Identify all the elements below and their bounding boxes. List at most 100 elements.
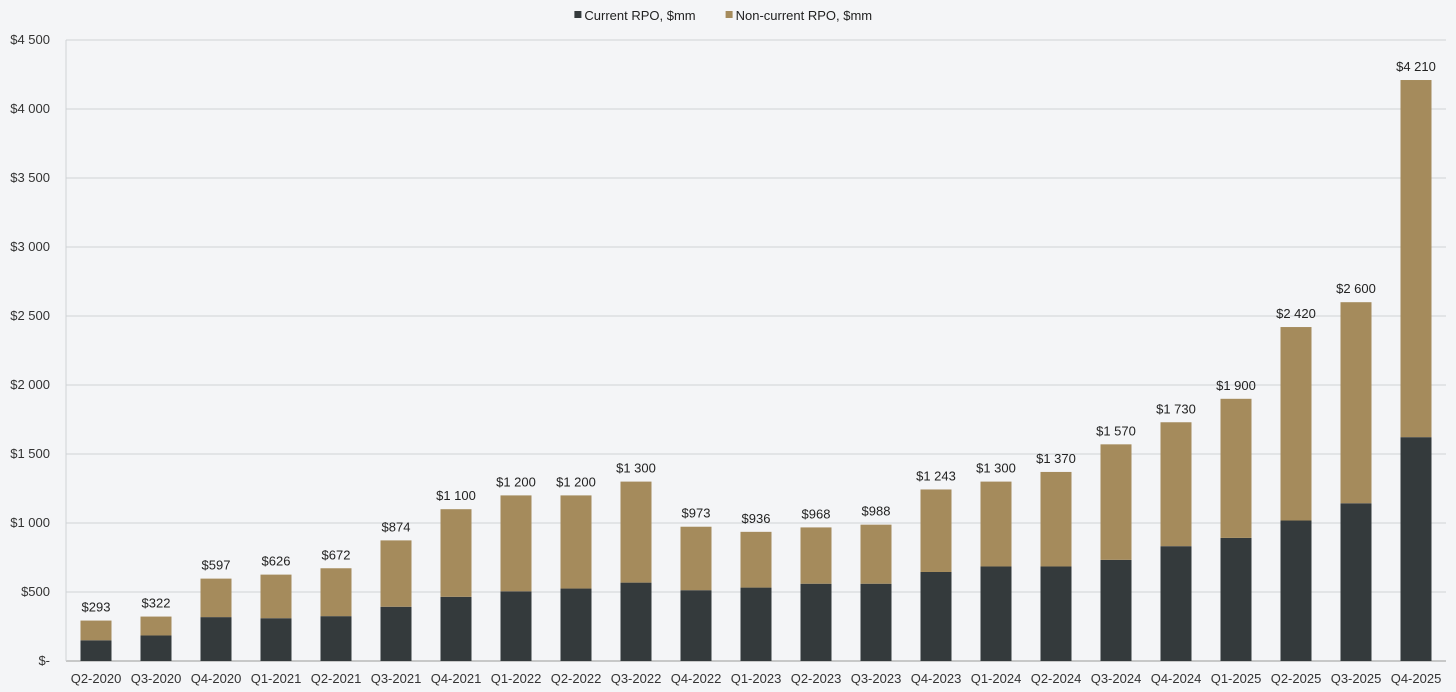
- y-tick-label: $3 500: [10, 170, 50, 185]
- x-tick-label: Q2-2023: [791, 671, 842, 686]
- bar-current-rpo: [1400, 437, 1432, 661]
- bar-noncurrent-rpo: [680, 526, 712, 591]
- y-axis: $- $500 $1 000 $1 500 $2 000 $2 500 $3 000 $3 5…: [10, 32, 50, 668]
- bar-noncurrent-rpo: [500, 495, 532, 592]
- x-tick-label: Q2-2024: [1031, 671, 1082, 686]
- x-tick-label: Q4-2022: [671, 671, 722, 686]
- legend-label-noncurrent: Non-current RPO, $mm: [736, 8, 873, 23]
- y-tick-label: $4 500: [10, 32, 50, 47]
- bar-current-rpo: [860, 583, 892, 661]
- bar-current-rpo: [620, 582, 652, 661]
- bar-current-rpo: [800, 583, 832, 661]
- gridlines: [65, 39, 1446, 662]
- bar-current-rpo: [560, 588, 592, 661]
- bar-current-rpo: [80, 640, 112, 661]
- x-tick-label: Q4-2023: [911, 671, 962, 686]
- bar-noncurrent-rpo: [200, 578, 232, 618]
- data-labels: $293 $322 $597 $626 $672 $874 $1 100 $1 200 $1 2…: [82, 59, 1436, 615]
- x-tick-label: Q4-2024: [1151, 671, 1202, 686]
- x-tick-label: Q4-2021: [431, 671, 482, 686]
- y-tick-label: $1 000: [10, 515, 50, 530]
- total-data-label: $4 210: [1396, 59, 1436, 74]
- bar-current-rpo: [740, 587, 772, 661]
- bar-noncurrent-rpo: [1100, 444, 1132, 560]
- total-data-label: $2 600: [1336, 281, 1376, 296]
- bar-noncurrent-rpo: [920, 489, 952, 572]
- x-tick-label: Q2-2020: [71, 671, 122, 686]
- bar-current-rpo: [680, 590, 712, 661]
- total-data-label: $322: [142, 596, 171, 611]
- y-tick-label: $500: [21, 584, 50, 599]
- y-tick-label: $-: [38, 653, 50, 668]
- bar-current-rpo: [320, 616, 352, 661]
- bar-noncurrent-rpo: [80, 620, 112, 641]
- x-tick-label: Q3-2024: [1091, 671, 1142, 686]
- bar-noncurrent-rpo: [560, 495, 592, 589]
- x-tick-label: Q3-2022: [611, 671, 662, 686]
- bar-noncurrent-rpo: [1280, 327, 1312, 521]
- y-tick-label: $2 500: [10, 308, 50, 323]
- bar-noncurrent-rpo: [800, 527, 832, 584]
- bar-current-rpo: [500, 591, 532, 661]
- bar-noncurrent-rpo: [860, 524, 892, 584]
- total-data-label: $597: [202, 558, 231, 573]
- bar-noncurrent-rpo: [1040, 471, 1072, 567]
- bar-current-rpo: [140, 635, 172, 661]
- legend-swatch-noncurrent: [725, 11, 733, 18]
- bar-noncurrent-rpo: [260, 574, 292, 619]
- legend-swatch-current: [574, 11, 582, 18]
- total-data-label: $1 243: [916, 468, 956, 483]
- bar-noncurrent-rpo: [740, 531, 772, 588]
- bar-noncurrent-rpo: [380, 540, 412, 607]
- x-tick-label: Q2-2025: [1271, 671, 1322, 686]
- y-tick-label: $1 500: [10, 446, 50, 461]
- total-data-label: $1 900: [1216, 378, 1256, 393]
- total-data-label: $936: [742, 511, 771, 526]
- bar-noncurrent-rpo: [1160, 422, 1192, 547]
- total-data-label: $1 200: [496, 474, 536, 489]
- total-data-label: $293: [82, 600, 111, 615]
- total-data-label: $988: [862, 504, 891, 519]
- bar-current-rpo: [1220, 537, 1252, 661]
- x-tick-label: Q1-2022: [491, 671, 542, 686]
- x-tick-label: Q3-2023: [851, 671, 902, 686]
- x-tick-label: Q1-2021: [251, 671, 302, 686]
- bar-noncurrent-rpo: [1220, 398, 1252, 538]
- total-data-label: $626: [262, 554, 291, 569]
- x-axis: Q2-2020 Q3-2020 Q4-2020 Q1-2021 Q2-2021 Q3-20…: [71, 671, 1442, 686]
- total-data-label: $1 570: [1096, 423, 1136, 438]
- total-data-label: $1 200: [556, 474, 596, 489]
- total-data-label: $672: [322, 547, 351, 562]
- bar-current-rpo: [1040, 566, 1072, 661]
- bar-current-rpo: [1160, 546, 1192, 661]
- bar-current-rpo: [920, 571, 952, 661]
- bar-current-rpo: [980, 566, 1012, 661]
- bar-noncurrent-rpo: [1340, 302, 1372, 504]
- x-tick-label: Q4-2025: [1391, 671, 1442, 686]
- x-tick-label: Q4-2020: [191, 671, 242, 686]
- bar-current-rpo: [1100, 559, 1132, 661]
- bar-noncurrent-rpo: [140, 616, 172, 636]
- x-tick-label: Q3-2025: [1331, 671, 1382, 686]
- bar-noncurrent-rpo: [440, 509, 472, 597]
- total-data-label: $874: [382, 519, 411, 534]
- total-data-label: $1 370: [1036, 451, 1076, 466]
- y-tick-label: $3 000: [10, 239, 50, 254]
- x-tick-label: Q1-2024: [971, 671, 1022, 686]
- bar-current-rpo: [380, 606, 412, 661]
- bar-noncurrent-rpo: [980, 481, 1012, 567]
- bar-current-rpo: [200, 617, 232, 661]
- chart-legend: Current RPO, $mm Non-current RPO, $mm: [574, 8, 872, 23]
- bar-current-rpo: [260, 618, 292, 661]
- total-data-label: $968: [802, 506, 831, 521]
- legend-label-current: Current RPO, $mm: [584, 8, 695, 23]
- bar-current-rpo: [1340, 503, 1372, 661]
- y-tick-label: $4 000: [10, 101, 50, 116]
- total-data-label: $973: [682, 506, 711, 521]
- bar-noncurrent-rpo: [620, 481, 652, 583]
- x-tick-label: Q1-2023: [731, 671, 782, 686]
- total-data-label: $1 730: [1156, 401, 1196, 416]
- x-tick-label: Q3-2020: [131, 671, 182, 686]
- bars: [80, 80, 1432, 661]
